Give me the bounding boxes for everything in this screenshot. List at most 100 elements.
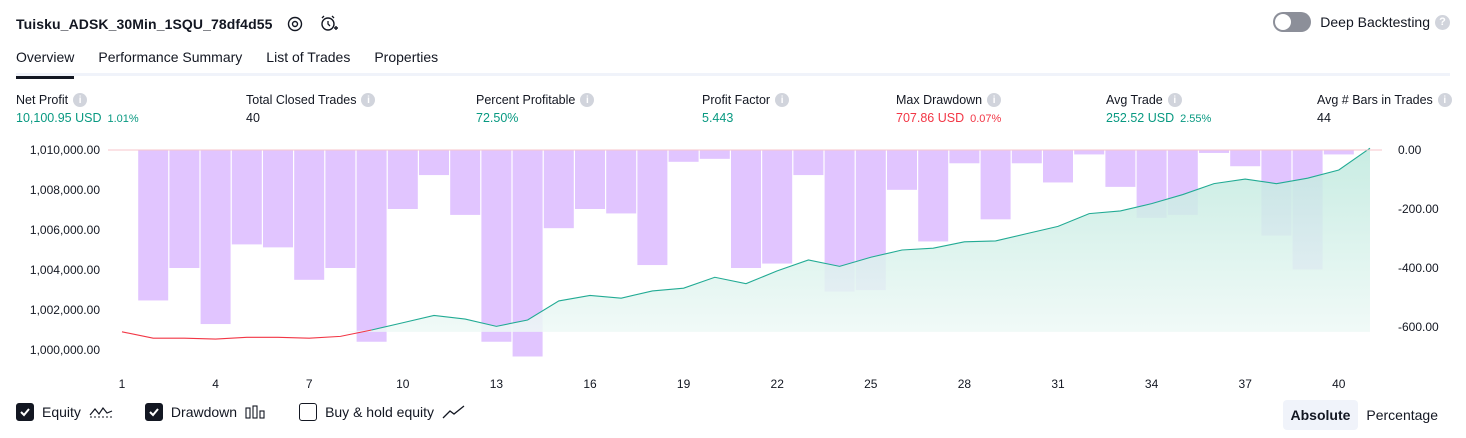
metrics-row: Net Profit i 10,100.95 USD 1.01% Total Clo…: [0, 93, 1466, 133]
metric-label: Avg # Bars in Trades: [1317, 93, 1433, 107]
info-icon[interactable]: i: [1437, 93, 1452, 107]
metric-value: 40: [246, 111, 260, 125]
header: Tuisku_ADSK_30Min_1SQU_78df4d55: [16, 10, 341, 38]
drawdown-checkbox[interactable]: [144, 403, 163, 421]
drawdown-bar: [419, 150, 449, 176]
drawdown-bar: [1105, 150, 1136, 187]
drawdown-bar: [949, 150, 980, 164]
drawdown-bar: [200, 150, 231, 325]
info-icon[interactable]: i: [1167, 93, 1182, 107]
drawdown-bar: [699, 150, 730, 159]
equity-checkbox[interactable]: [16, 403, 34, 421]
equity-line-icon: [89, 405, 113, 419]
metric-net-profit: Net Profit i 10,100.95 USD 1.01%: [16, 93, 139, 125]
x-axis-tick: 22: [771, 377, 785, 391]
deep-backtesting: Deep Backtesting ?: [1273, 12, 1450, 32]
drawdown-bar: [793, 150, 824, 176]
drawdown-bar: [325, 150, 356, 268]
drawdown-bar: [169, 150, 200, 268]
drawdown-bar: [387, 150, 418, 209]
legend-label: Drawdown: [170, 404, 238, 420]
tab-bar: Overview Performance Summary List of Tra…: [16, 44, 1450, 79]
question-icon[interactable]: ?: [1435, 14, 1450, 30]
equity-drawdown-chart[interactable]: 1,010,000.00 1,008,000.00 1,006,000.00 1,00…: [0, 138, 1466, 396]
metric-label: Max Drawdown: [896, 93, 983, 107]
drawdown-bar: [731, 150, 761, 268]
info-icon[interactable]: i: [361, 93, 376, 107]
metric-percent: 0.07%: [970, 113, 1002, 125]
tab-properties[interactable]: Properties: [374, 49, 439, 65]
legend-equity[interactable]: Equity: [16, 403, 113, 421]
metric-value: 10,100.95 USD: [16, 111, 102, 125]
info-icon[interactable]: i: [73, 93, 88, 107]
metric-value: 44: [1317, 111, 1331, 125]
tab-overview[interactable]: Overview: [16, 44, 75, 79]
tab-performance-summary[interactable]: Performance Summary: [98, 49, 243, 65]
right-axis-tick: 0.00: [1398, 143, 1422, 157]
absolute-button[interactable]: Absolute: [1282, 400, 1359, 430]
drawdown-bar: [1074, 150, 1105, 155]
metric-value: 252.52 USD: [1106, 111, 1175, 125]
drawdown-bar: [887, 150, 917, 190]
toggle-knob: [1275, 14, 1292, 30]
left-axis-tick: 1,000,000.00: [30, 343, 100, 357]
drawdown-bar: [1230, 150, 1261, 167]
drawdown-bar: [543, 150, 574, 229]
drawdown-bar: [231, 150, 262, 245]
metric-percent: 1.01%: [107, 113, 139, 125]
drawdown-bar: [637, 150, 668, 266]
gear-icon[interactable]: [283, 12, 307, 36]
info-icon[interactable]: i: [775, 93, 790, 107]
x-axis-tick: 10: [396, 377, 410, 391]
info-icon[interactable]: i: [580, 93, 595, 107]
metric-label: Percent Profitable: [476, 93, 576, 107]
add-alert-icon[interactable]: [317, 12, 341, 36]
drawdown-bar: [263, 150, 293, 248]
left-axis-tick: 1,010,000.00: [30, 143, 100, 157]
metric-value: 72.50%: [476, 111, 519, 125]
drawdown-bar: [1199, 150, 1229, 153]
x-axis-tick: 28: [958, 377, 972, 391]
deep-backtesting-label: Deep Backtesting: [1320, 14, 1430, 30]
info-icon[interactable]: i: [987, 93, 1002, 107]
x-axis-tick: 13: [490, 377, 504, 391]
equity-line: [371, 147, 1371, 331]
legend-drawdown[interactable]: Drawdown: [144, 403, 267, 421]
deep-backtesting-toggle[interactable]: [1273, 12, 1312, 32]
x-axis-tick: 37: [1239, 377, 1253, 391]
metric-total-closed-trades: Total Closed Trades i 40: [246, 93, 376, 125]
drawdown-bar: [1043, 150, 1073, 183]
legend-buy-hold[interactable]: Buy & hold equity: [299, 403, 466, 421]
chart-legend: Equity Drawdown Buy & hold equity: [16, 403, 498, 421]
drawdown-bar: [1323, 150, 1354, 155]
tab-list-of-trades[interactable]: List of Trades: [266, 49, 351, 65]
left-axis-tick: 1,002,000.00: [30, 303, 100, 317]
drawdown-bar: [138, 150, 169, 301]
metric-value: 707.86 USD: [896, 111, 965, 125]
drawdown-bar: [762, 150, 793, 264]
x-axis-tick: 40: [1332, 377, 1346, 391]
drawdown-bar: [575, 150, 605, 209]
x-axis-tick: 19: [677, 377, 691, 391]
drawdown-bar: [668, 150, 699, 162]
metric-label: Avg Trade: [1106, 93, 1163, 107]
left-axis-tick: 1,008,000.00: [30, 183, 100, 197]
x-axis-tick: 4: [212, 377, 219, 391]
buy-hold-checkbox[interactable]: [299, 403, 318, 421]
drawdown-bar: [918, 150, 949, 242]
metric-label: Total Closed Trades: [246, 93, 357, 107]
x-axis-tick: 1: [119, 377, 126, 391]
right-axis-tick: -200.00: [1398, 202, 1439, 216]
metric-avg-trade: Avg Trade i 252.52 USD 2.55%: [1106, 93, 1211, 125]
drawdown-bar: [450, 150, 481, 215]
right-axis-tick: -600.00: [1398, 320, 1439, 334]
metric-label: Net Profit: [16, 93, 69, 107]
metric-percent: 2.55%: [1180, 113, 1212, 125]
metric-avg-bars: Avg # Bars in Trades i 44: [1317, 93, 1452, 125]
buy-hold-line-icon: [442, 404, 466, 420]
metric-profit-factor: Profit Factor i 5.443: [702, 93, 790, 125]
drawdown-bar: [356, 150, 387, 342]
percentage-button[interactable]: Percentage: [1366, 407, 1438, 423]
drawdown-bar: [980, 150, 1011, 220]
drawdown-bar: [1011, 150, 1042, 164]
